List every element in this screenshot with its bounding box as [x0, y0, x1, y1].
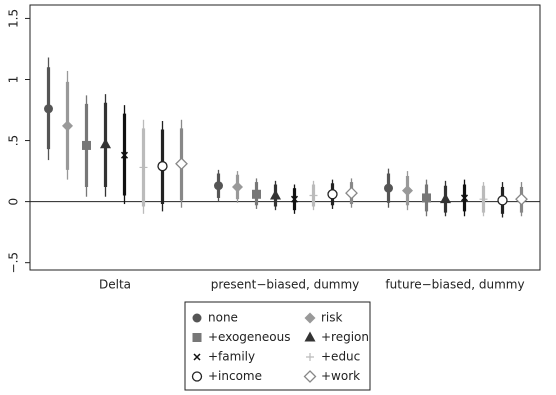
x-tick-label: present−biased, dummy — [211, 278, 360, 292]
legend-label: none — [208, 311, 238, 325]
point-estimate — [460, 194, 469, 202]
point-estimate — [345, 186, 358, 200]
point-estimate — [515, 192, 528, 206]
y-tick-label: −.5 — [7, 252, 21, 274]
point-estimate — [479, 195, 488, 204]
point-estimate — [422, 193, 431, 203]
point-estimate — [290, 195, 299, 203]
point-estimate — [175, 157, 188, 171]
point-estimate — [139, 163, 148, 172]
legend-box — [184, 301, 371, 391]
point-estimate — [270, 189, 281, 200]
legend-marker — [192, 313, 202, 323]
legend-label: +educ — [321, 350, 360, 364]
point-estimate — [327, 189, 338, 200]
legend-marker — [193, 353, 201, 361]
point-estimate — [232, 181, 243, 193]
legend-label: +work — [321, 369, 360, 383]
y-tick-label: 1.5 — [7, 9, 21, 28]
point-estimate — [384, 183, 393, 193]
legend-label: +exogeneous — [208, 330, 291, 344]
y-tick-label: 1 — [7, 76, 21, 84]
legend-marker — [306, 353, 314, 361]
point-estimate — [309, 191, 318, 200]
point-estimate — [62, 120, 73, 132]
x-tick-label: Delta — [99, 278, 131, 292]
legend-label: +region — [321, 330, 369, 344]
point-estimate — [252, 189, 261, 199]
point-estimate — [402, 185, 413, 197]
legend-label: risk — [321, 311, 343, 325]
legend-label: +income — [208, 369, 262, 383]
y-tick-label: 0 — [7, 198, 21, 206]
y-tick-label: .5 — [7, 135, 21, 146]
legend-marker — [192, 333, 202, 342]
legend-marker — [304, 312, 316, 324]
plot-frame — [29, 4, 541, 271]
point-estimate — [157, 161, 168, 172]
point-estimate — [100, 138, 111, 149]
legend-marker — [303, 370, 317, 383]
point-estimate — [82, 140, 91, 150]
point-estimate — [120, 151, 129, 159]
x-tick-label: future−biased, dummy — [385, 278, 524, 292]
point-estimate — [214, 181, 223, 191]
point-estimate — [440, 193, 451, 204]
legend-marker — [304, 331, 316, 342]
legend-label: +family — [208, 350, 255, 364]
point-estimate — [44, 104, 53, 114]
point-estimate — [497, 195, 508, 206]
legend-marker — [191, 371, 203, 382]
